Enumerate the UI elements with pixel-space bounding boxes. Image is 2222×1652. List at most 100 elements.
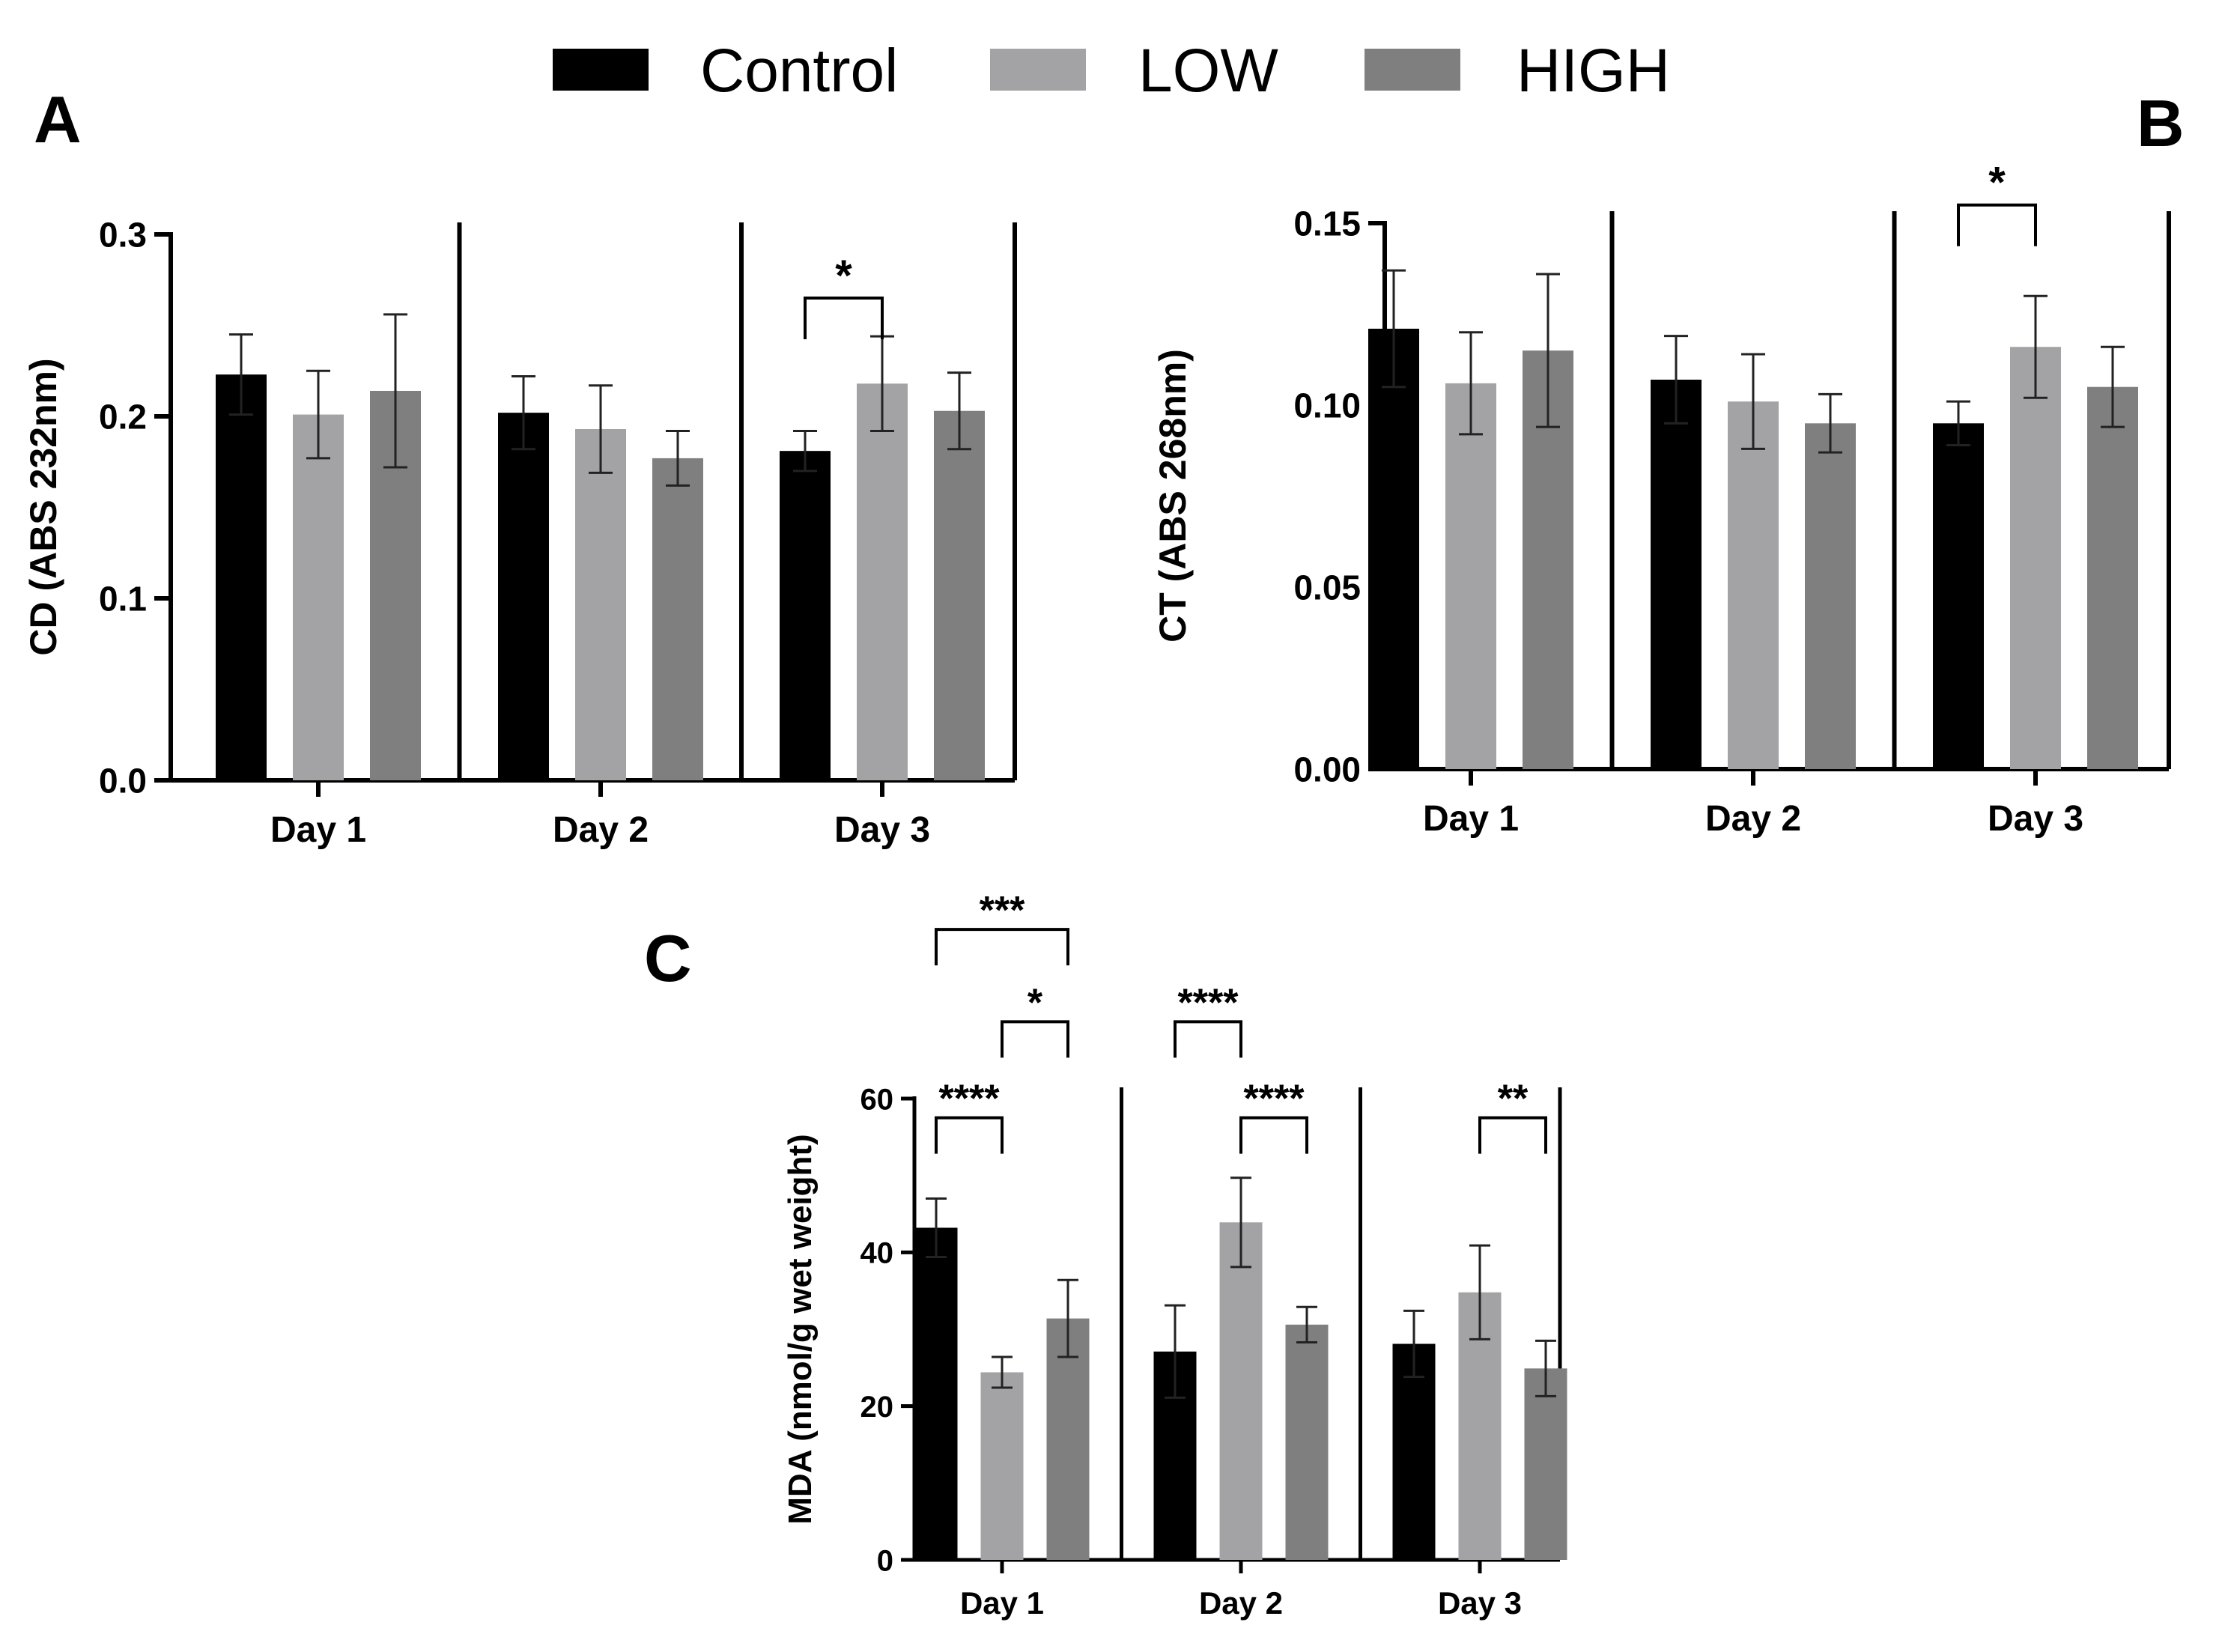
- y-tick-label: 0.3: [99, 216, 147, 255]
- error-bar: [2024, 294, 2048, 399]
- significance-label: **: [1498, 1078, 1529, 1121]
- error-bar: [1296, 1305, 1317, 1343]
- x-tick-label: Day 1: [960, 1585, 1044, 1621]
- error-bar: [2101, 345, 2125, 428]
- bar-low-1: [1445, 383, 1496, 770]
- bar-high-3: [1524, 1368, 1567, 1560]
- bar-high-2: [1285, 1324, 1329, 1560]
- legend-swatch: [1365, 49, 1460, 91]
- significance-label: *: [835, 252, 852, 300]
- error-bar: [1535, 1339, 1556, 1397]
- significance-line: [1478, 1116, 1547, 1154]
- error-bar: [666, 429, 690, 487]
- bar-low-3: [857, 383, 908, 780]
- chart-panel-a: CD (ABS 232nm) 0.0 0.1 0.2 0.3 Day 1 Day 2 Day …: [22, 216, 1017, 850]
- x-tick-label: Day 3: [1438, 1585, 1522, 1621]
- y-tick-label: 0.10: [1293, 386, 1361, 425]
- y-tick-label: 0.00: [1293, 750, 1361, 789]
- error-bar: [1230, 1176, 1251, 1269]
- error-bar: [589, 384, 613, 474]
- bar-low-2: [1219, 1222, 1263, 1560]
- x-tick-label: Day 3: [1988, 799, 2083, 839]
- y-tick-label: 60: [860, 1083, 894, 1116]
- error-bar: [947, 371, 971, 451]
- bar-low-3: [2010, 347, 2061, 769]
- legend-label: HIGH: [1517, 37, 1670, 105]
- bar-control-3: [1933, 423, 1984, 769]
- bar-control-3: [1392, 1343, 1436, 1560]
- y-tick-label: 0.1: [99, 580, 147, 619]
- error-bar: [1818, 392, 1842, 454]
- y-axis-label: MDA (nmol/g wet weight): [782, 1134, 819, 1524]
- error-bar: [1469, 1244, 1490, 1340]
- y-tick-label: 0.2: [99, 398, 147, 437]
- significance-line: [1001, 1020, 1069, 1058]
- y-axis-label: CT (ABS 268nm): [1152, 349, 1194, 643]
- significance-bracket: *: [1957, 159, 2037, 246]
- error-bar: [229, 333, 253, 416]
- bar-control-1: [914, 1227, 958, 1560]
- x-tick-label: Day 2: [1199, 1585, 1283, 1621]
- error-bar: [1946, 400, 1970, 446]
- bar-control-3: [780, 451, 831, 780]
- y-tick-label: 0.15: [1293, 204, 1361, 243]
- y-tick-label: 0: [877, 1544, 893, 1577]
- bar-control-2: [1651, 379, 1702, 770]
- error-bar: [512, 375, 535, 451]
- significance-bracket: ****: [1174, 981, 1242, 1058]
- x-tick-label: Day 2: [1705, 799, 1801, 839]
- y-tick-label: 0.0: [99, 762, 147, 801]
- legend-item-low: LOW: [990, 37, 1278, 105]
- error-bar: [1382, 269, 1406, 389]
- significance-line: [935, 1116, 1004, 1154]
- legend-label: Control: [700, 37, 898, 105]
- significance-line: [1239, 1116, 1308, 1154]
- error-bar: [1664, 335, 1688, 425]
- significance-line: [935, 928, 1069, 966]
- legend-item-control: Control: [553, 37, 898, 105]
- bar-low-1: [293, 414, 344, 780]
- chart-panel-b: CT (ABS 268nm) 0.00 0.05 0.10 0.15 Day 1 Day 2…: [1152, 159, 2171, 839]
- bar-high-3: [934, 410, 985, 780]
- legend-swatch: [553, 49, 649, 91]
- significance-bracket: ****: [935, 1078, 1004, 1154]
- significance-bracket: ***: [935, 889, 1069, 966]
- bar-control-1: [1368, 328, 1419, 769]
- significance-label: ****: [1178, 981, 1239, 1024]
- x-tick-label: Day 1: [1423, 799, 1519, 839]
- significance-label: ***: [980, 889, 1025, 932]
- panel-label-c: C: [644, 921, 692, 995]
- y-tick-label: 20: [860, 1391, 894, 1424]
- error-bar: [1057, 1278, 1078, 1358]
- error-bar: [992, 1355, 1013, 1389]
- legend: Control LOW HIGH: [553, 37, 1670, 105]
- error-bar: [1741, 353, 1765, 450]
- x-tick-label: Day 2: [553, 810, 649, 850]
- significance-label: *: [1027, 981, 1043, 1024]
- significance-line: [1174, 1020, 1242, 1058]
- bar-low-1: [980, 1372, 1024, 1560]
- significance-line: [804, 297, 884, 340]
- x-tick-label: Day 1: [270, 810, 366, 850]
- significance-bracket: *: [1001, 981, 1069, 1058]
- error-bar: [383, 313, 407, 469]
- panel-label-a: A: [34, 82, 82, 157]
- significance-label: *: [1988, 159, 2006, 207]
- bar-low-2: [575, 429, 626, 780]
- significance-bracket: ****: [1239, 1078, 1308, 1154]
- y-tick-label: 0.05: [1293, 568, 1361, 607]
- legend-item-high: HIGH: [1365, 37, 1670, 105]
- legend-swatch: [990, 49, 1086, 91]
- y-tick-label: 40: [860, 1237, 894, 1270]
- bar-high-1: [1046, 1318, 1090, 1560]
- error-bar: [1459, 331, 1483, 436]
- significance-label: ****: [939, 1078, 1001, 1121]
- significance-bracket: **: [1478, 1078, 1547, 1154]
- significance-bracket: *: [804, 252, 884, 340]
- x-tick-label: Day 3: [834, 810, 930, 850]
- error-bar: [926, 1197, 947, 1258]
- bar-low-2: [1728, 401, 1779, 769]
- significance-line: [1957, 203, 2037, 246]
- error-bar: [1536, 273, 1560, 428]
